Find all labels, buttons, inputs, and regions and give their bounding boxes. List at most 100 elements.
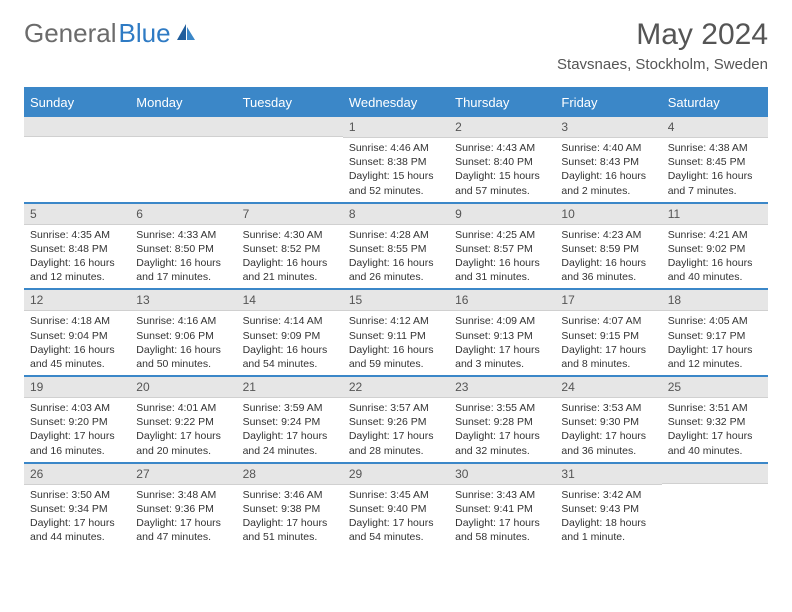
day-details: Sunrise: 4:18 AMSunset: 9:04 PMDaylight:…	[24, 311, 130, 375]
sunset-text: Sunset: 8:57 PM	[455, 242, 549, 256]
day-number	[662, 464, 768, 484]
sunset-text: Sunset: 9:41 PM	[455, 502, 549, 516]
daylight-text: Daylight: 17 hours and 16 minutes.	[30, 429, 124, 457]
sunset-text: Sunset: 9:43 PM	[561, 502, 655, 516]
sunset-text: Sunset: 9:36 PM	[136, 502, 230, 516]
day-details: Sunrise: 3:43 AMSunset: 9:41 PMDaylight:…	[449, 485, 555, 549]
calendar-day-cell: 21Sunrise: 3:59 AMSunset: 9:24 PMDayligh…	[237, 376, 343, 463]
daylight-text: Daylight: 16 hours and 7 minutes.	[668, 169, 762, 197]
calendar-day-cell: 31Sunrise: 3:42 AMSunset: 9:43 PMDayligh…	[555, 463, 661, 549]
sunrise-text: Sunrise: 4:01 AM	[136, 401, 230, 415]
calendar-day-cell: 1Sunrise: 4:46 AMSunset: 8:38 PMDaylight…	[343, 116, 449, 203]
day-number: 30	[449, 464, 555, 485]
sunrise-text: Sunrise: 3:53 AM	[561, 401, 655, 415]
sunset-text: Sunset: 9:15 PM	[561, 329, 655, 343]
sunset-text: Sunset: 8:55 PM	[349, 242, 443, 256]
day-details: Sunrise: 4:28 AMSunset: 8:55 PMDaylight:…	[343, 225, 449, 289]
sunset-text: Sunset: 9:11 PM	[349, 329, 443, 343]
sunrise-text: Sunrise: 3:50 AM	[30, 488, 124, 502]
day-details: Sunrise: 4:35 AMSunset: 8:48 PMDaylight:…	[24, 225, 130, 289]
calendar-day-cell: 19Sunrise: 4:03 AMSunset: 9:20 PMDayligh…	[24, 376, 130, 463]
calendar-week-row: 26Sunrise: 3:50 AMSunset: 9:34 PMDayligh…	[24, 463, 768, 549]
sunrise-text: Sunrise: 3:55 AM	[455, 401, 549, 415]
sunrise-text: Sunrise: 3:48 AM	[136, 488, 230, 502]
daylight-text: Daylight: 17 hours and 47 minutes.	[136, 516, 230, 544]
day-number: 31	[555, 464, 661, 485]
calendar-week-row: 5Sunrise: 4:35 AMSunset: 8:48 PMDaylight…	[24, 203, 768, 290]
sunset-text: Sunset: 8:48 PM	[30, 242, 124, 256]
day-number: 12	[24, 290, 130, 311]
sunrise-text: Sunrise: 3:51 AM	[668, 401, 762, 415]
sunrise-text: Sunrise: 4:40 AM	[561, 141, 655, 155]
day-details: Sunrise: 3:45 AMSunset: 9:40 PMDaylight:…	[343, 485, 449, 549]
sunset-text: Sunset: 8:50 PM	[136, 242, 230, 256]
daylight-text: Daylight: 16 hours and 21 minutes.	[243, 256, 337, 284]
daylight-text: Daylight: 17 hours and 12 minutes.	[668, 343, 762, 371]
day-details: Sunrise: 3:42 AMSunset: 9:43 PMDaylight:…	[555, 485, 661, 549]
sunset-text: Sunset: 9:09 PM	[243, 329, 337, 343]
sunrise-text: Sunrise: 4:35 AM	[30, 228, 124, 242]
day-number: 24	[555, 377, 661, 398]
calendar-day-cell: 3Sunrise: 4:40 AMSunset: 8:43 PMDaylight…	[555, 116, 661, 203]
sunrise-text: Sunrise: 4:28 AM	[349, 228, 443, 242]
day-details: Sunrise: 4:14 AMSunset: 9:09 PMDaylight:…	[237, 311, 343, 375]
weekday-header-row: Sunday Monday Tuesday Wednesday Thursday…	[24, 89, 768, 117]
sunset-text: Sunset: 8:43 PM	[561, 155, 655, 169]
calendar-day-cell: 26Sunrise: 3:50 AMSunset: 9:34 PMDayligh…	[24, 463, 130, 549]
day-number: 8	[343, 204, 449, 225]
calendar-day-cell: 2Sunrise: 4:43 AMSunset: 8:40 PMDaylight…	[449, 116, 555, 203]
day-details: Sunrise: 3:48 AMSunset: 9:36 PMDaylight:…	[130, 485, 236, 549]
month-title: May 2024	[557, 18, 768, 52]
sunset-text: Sunset: 9:22 PM	[136, 415, 230, 429]
sunrise-text: Sunrise: 4:30 AM	[243, 228, 337, 242]
weekday-header: Tuesday	[237, 89, 343, 117]
weekday-header: Saturday	[662, 89, 768, 117]
daylight-text: Daylight: 17 hours and 54 minutes.	[349, 516, 443, 544]
header: General Blue May 2024 Stavsnaes, Stockho…	[24, 18, 768, 73]
day-details: Sunrise: 4:16 AMSunset: 9:06 PMDaylight:…	[130, 311, 236, 375]
daylight-text: Daylight: 17 hours and 3 minutes.	[455, 343, 549, 371]
day-details: Sunrise: 4:40 AMSunset: 8:43 PMDaylight:…	[555, 138, 661, 202]
day-number: 17	[555, 290, 661, 311]
daylight-text: Daylight: 17 hours and 32 minutes.	[455, 429, 549, 457]
day-number: 16	[449, 290, 555, 311]
calendar-day-cell: 13Sunrise: 4:16 AMSunset: 9:06 PMDayligh…	[130, 289, 236, 376]
daylight-text: Daylight: 18 hours and 1 minute.	[561, 516, 655, 544]
calendar-day-cell: 17Sunrise: 4:07 AMSunset: 9:15 PMDayligh…	[555, 289, 661, 376]
day-number: 3	[555, 117, 661, 138]
calendar-day-cell: 12Sunrise: 4:18 AMSunset: 9:04 PMDayligh…	[24, 289, 130, 376]
day-details: Sunrise: 4:03 AMSunset: 9:20 PMDaylight:…	[24, 398, 130, 462]
weekday-header: Thursday	[449, 89, 555, 117]
day-details: Sunrise: 4:33 AMSunset: 8:50 PMDaylight:…	[130, 225, 236, 289]
sunset-text: Sunset: 9:13 PM	[455, 329, 549, 343]
day-details: Sunrise: 4:01 AMSunset: 9:22 PMDaylight:…	[130, 398, 236, 462]
sunset-text: Sunset: 9:38 PM	[243, 502, 337, 516]
calendar-day-cell: 8Sunrise: 4:28 AMSunset: 8:55 PMDaylight…	[343, 203, 449, 290]
day-details: Sunrise: 3:53 AMSunset: 9:30 PMDaylight:…	[555, 398, 661, 462]
day-details: Sunrise: 4:46 AMSunset: 8:38 PMDaylight:…	[343, 138, 449, 202]
daylight-text: Daylight: 16 hours and 31 minutes.	[455, 256, 549, 284]
logo-text-general: General	[24, 18, 117, 49]
weekday-header: Sunday	[24, 89, 130, 117]
daylight-text: Daylight: 17 hours and 44 minutes.	[30, 516, 124, 544]
daylight-text: Daylight: 16 hours and 26 minutes.	[349, 256, 443, 284]
daylight-text: Daylight: 16 hours and 40 minutes.	[668, 256, 762, 284]
calendar-day-cell: 28Sunrise: 3:46 AMSunset: 9:38 PMDayligh…	[237, 463, 343, 549]
calendar-week-row: 1Sunrise: 4:46 AMSunset: 8:38 PMDaylight…	[24, 116, 768, 203]
day-details: Sunrise: 3:55 AMSunset: 9:28 PMDaylight:…	[449, 398, 555, 462]
day-number: 15	[343, 290, 449, 311]
calendar-day-cell: 9Sunrise: 4:25 AMSunset: 8:57 PMDaylight…	[449, 203, 555, 290]
calendar-day-cell	[130, 116, 236, 203]
day-number: 23	[449, 377, 555, 398]
sunrise-text: Sunrise: 3:57 AM	[349, 401, 443, 415]
weekday-header: Monday	[130, 89, 236, 117]
day-number	[24, 117, 130, 137]
sunset-text: Sunset: 8:38 PM	[349, 155, 443, 169]
sunrise-text: Sunrise: 3:59 AM	[243, 401, 337, 415]
title-block: May 2024 Stavsnaes, Stockholm, Sweden	[557, 18, 768, 73]
day-number: 21	[237, 377, 343, 398]
day-details: Sunrise: 4:05 AMSunset: 9:17 PMDaylight:…	[662, 311, 768, 375]
location-text: Stavsnaes, Stockholm, Sweden	[557, 56, 768, 73]
day-number: 5	[24, 204, 130, 225]
calendar-table: Sunday Monday Tuesday Wednesday Thursday…	[24, 87, 768, 549]
